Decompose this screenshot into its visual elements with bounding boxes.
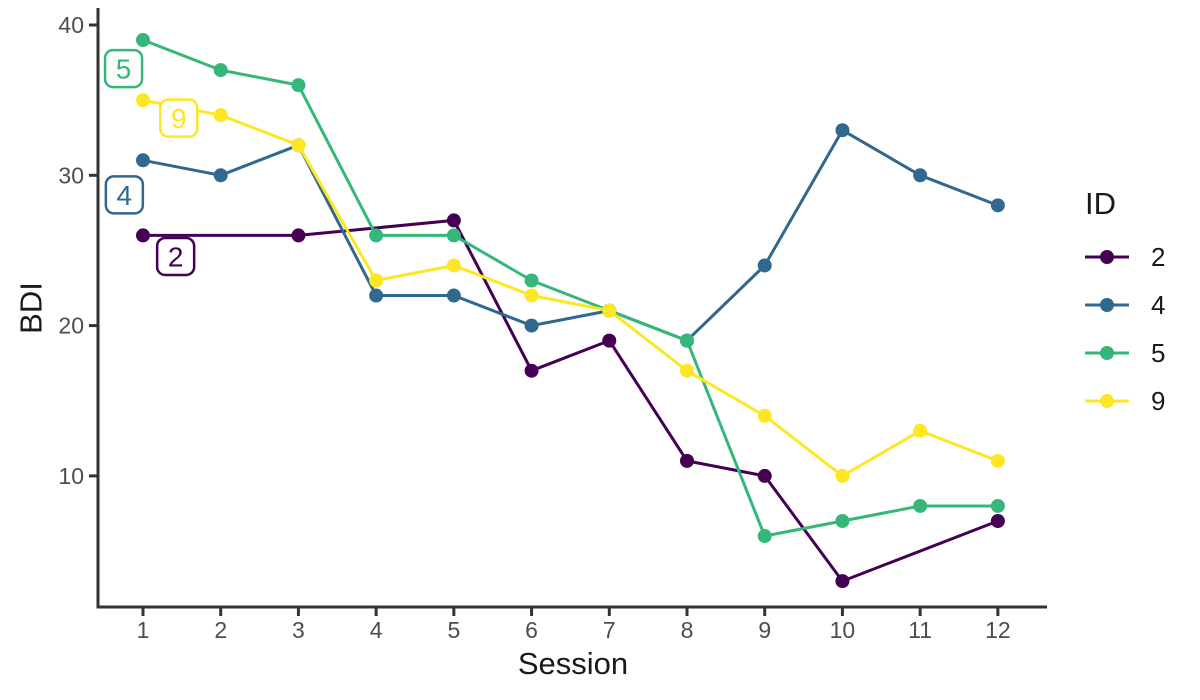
data-point-id2-session1 xyxy=(136,228,150,243)
data-point-id5-session12 xyxy=(990,498,1005,513)
data-point-id9-session5 xyxy=(446,258,461,273)
series-label-text-2: 2 xyxy=(168,241,184,272)
legend-glyph-4 xyxy=(1085,298,1129,312)
y-tick-label: 30 xyxy=(58,162,84,188)
data-point-id2-session6 xyxy=(524,363,539,378)
data-point-id2-session5 xyxy=(446,213,461,228)
data-point-id9-session11 xyxy=(913,423,928,438)
legend-glyph-5 xyxy=(1085,346,1129,360)
series-label-box-9 xyxy=(158,98,199,138)
data-point-id5-session11 xyxy=(913,498,928,513)
series-line-9 xyxy=(142,98,999,478)
legend-entries: 2 4 5 9 xyxy=(1083,233,1165,425)
data-point-id9-session10 xyxy=(835,468,850,483)
legend-entry-2: 2 xyxy=(1083,233,1165,281)
data-point-id4-session10 xyxy=(835,123,850,138)
legend-label-2: 2 xyxy=(1151,242,1166,272)
x-tick-label: 11 xyxy=(908,617,932,643)
legend-entry-5: 5 xyxy=(1083,329,1165,377)
data-point-id5-session1 xyxy=(136,33,150,48)
series-label-box-5 xyxy=(103,48,144,89)
data-point-id4-session4 xyxy=(369,288,384,303)
series-label-text-5: 5 xyxy=(116,54,132,85)
data-point-id9-session9 xyxy=(757,408,772,423)
data-point-id4-session12 xyxy=(990,198,1005,213)
legend-glyph-2 xyxy=(1085,250,1129,264)
data-point-id2-session3 xyxy=(291,228,306,243)
data-point-id2-session8 xyxy=(680,453,695,468)
data-point-id5-session5 xyxy=(446,228,461,243)
data-point-id2-session7 xyxy=(602,333,617,348)
data-point-id5-session9 xyxy=(757,529,772,544)
data-point-id5-session2 xyxy=(213,63,228,78)
data-point-id9-session6 xyxy=(524,288,539,303)
data-point-id4-session6 xyxy=(524,318,539,333)
x-tick-label: 12 xyxy=(985,617,1011,643)
x-tick-label: 8 xyxy=(681,617,694,643)
legend-entry-4: 4 xyxy=(1083,281,1165,329)
legend-glyph-9 xyxy=(1085,394,1129,408)
data-point-id5-session10 xyxy=(835,513,850,528)
data-point-id9-session1 xyxy=(136,93,150,108)
y-tick-label: 20 xyxy=(58,313,84,339)
legend-label-9: 9 xyxy=(1151,386,1166,416)
series-label-text-9: 9 xyxy=(171,103,187,134)
legend-label-5: 5 xyxy=(1151,338,1166,368)
series-line-5 xyxy=(142,38,998,538)
data-point-id4-session1 xyxy=(136,153,150,168)
x-tick-label: 4 xyxy=(370,617,383,643)
y-tick-label: 10 xyxy=(58,463,84,489)
data-point-id4-session2 xyxy=(213,168,228,183)
legend-title: ID xyxy=(1085,186,1116,221)
y-tick-label: 40 xyxy=(58,12,84,38)
data-point-id5-session6 xyxy=(524,273,539,288)
data-point-id9-session4 xyxy=(369,273,384,288)
series-label-box-4 xyxy=(104,175,145,215)
x-tick-label: 1 xyxy=(137,617,150,643)
series-label-box-2 xyxy=(155,236,196,277)
data-point-id4-session11 xyxy=(913,168,928,183)
x-tick-label: 5 xyxy=(447,617,460,643)
legend-entry-9: 9 xyxy=(1083,377,1165,425)
data-point-id4-session5 xyxy=(446,288,461,303)
data-point-id5-session3 xyxy=(291,78,306,93)
series-line-4 xyxy=(142,128,999,343)
legend-label-4: 4 xyxy=(1151,290,1166,320)
data-point-id5-session4 xyxy=(369,228,384,243)
x-tick-label: 10 xyxy=(830,617,856,643)
data-point-id9-session2 xyxy=(213,108,228,123)
legend: ID 2 4 5 9 xyxy=(1083,188,1165,425)
x-tick-label: 6 xyxy=(525,617,538,643)
x-tick-label: 2 xyxy=(214,617,227,643)
data-point-id9-session7 xyxy=(602,303,617,318)
data-point-id5-session8 xyxy=(680,333,695,348)
data-point-id2-session9 xyxy=(757,468,772,483)
x-tick-label: 7 xyxy=(603,617,616,643)
data-point-id9-session12 xyxy=(990,453,1005,468)
x-axis-title: Session xyxy=(517,646,629,681)
data-point-id9-session3 xyxy=(291,138,306,153)
data-point-id2-session12 xyxy=(990,513,1005,528)
x-tick-label: 3 xyxy=(292,617,305,643)
series-line-2 xyxy=(143,218,999,583)
data-point-id2-session10 xyxy=(835,574,850,589)
y-axis-title: BDI xyxy=(13,282,49,334)
data-point-id4-session9 xyxy=(757,258,772,273)
series-label-text-4: 4 xyxy=(117,180,133,211)
data-point-id9-session8 xyxy=(680,363,695,378)
x-tick-label: 9 xyxy=(758,617,771,643)
